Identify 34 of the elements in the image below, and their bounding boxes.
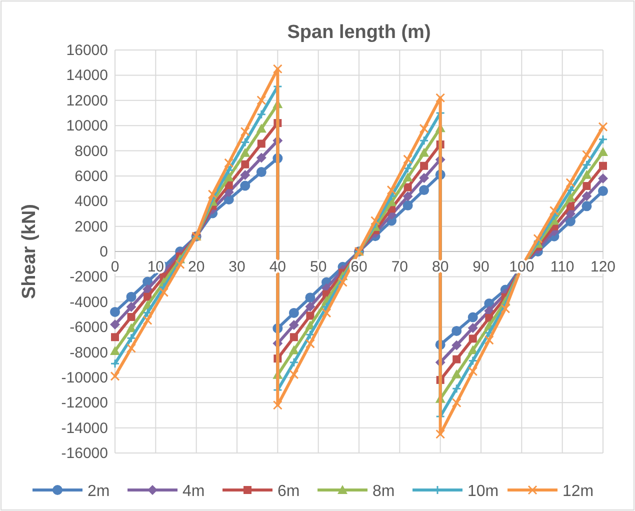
y-tick-label: -12000 bbox=[61, 394, 108, 412]
y-tick-label: 8000 bbox=[74, 142, 108, 160]
y-tick-label: -6000 bbox=[70, 319, 108, 336]
legend-label: 8m bbox=[372, 483, 395, 500]
y-tick-label: 6000 bbox=[74, 168, 108, 185]
y-tick-label: 16000 bbox=[66, 42, 108, 59]
legend-label: 2m bbox=[88, 483, 110, 500]
chart-title: Span length (m) bbox=[287, 22, 431, 43]
y-tick-label: -2000 bbox=[70, 268, 108, 286]
y-tick-label: -16000 bbox=[61, 445, 108, 462]
x-tick-label: 70 bbox=[391, 258, 408, 276]
y-tick-label: 4000 bbox=[74, 193, 108, 210]
y-tick-label: 12000 bbox=[66, 92, 108, 110]
x-tick-label: 50 bbox=[310, 258, 327, 276]
x-tick-label: 120 bbox=[590, 258, 616, 276]
y-tick-label: -14000 bbox=[61, 420, 108, 437]
x-tick-label: 30 bbox=[228, 258, 246, 276]
y-tick-label: 0 bbox=[100, 244, 108, 260]
y-tick-label: 10000 bbox=[66, 118, 108, 135]
y-tick-label: -10000 bbox=[61, 369, 108, 386]
legend-label: 6m bbox=[278, 483, 300, 500]
x-tick-label: 20 bbox=[188, 258, 205, 276]
y-tick-label: 14000 bbox=[66, 67, 108, 84]
y-tick-label: -8000 bbox=[70, 344, 108, 362]
y-tick-label: -4000 bbox=[70, 294, 108, 311]
x-tick-label: 90 bbox=[472, 258, 490, 276]
x-tick-label: 0 bbox=[110, 258, 120, 276]
legend-label: 10m bbox=[468, 483, 499, 500]
x-tick-label: 110 bbox=[550, 258, 574, 276]
y-tick-label: 2000 bbox=[74, 218, 108, 236]
x-tick-label: 60 bbox=[350, 258, 368, 276]
legend-label: 4m bbox=[182, 483, 205, 500]
y-axis-title: Shear (kN) bbox=[19, 204, 40, 300]
legend-label: 12m bbox=[562, 483, 594, 500]
